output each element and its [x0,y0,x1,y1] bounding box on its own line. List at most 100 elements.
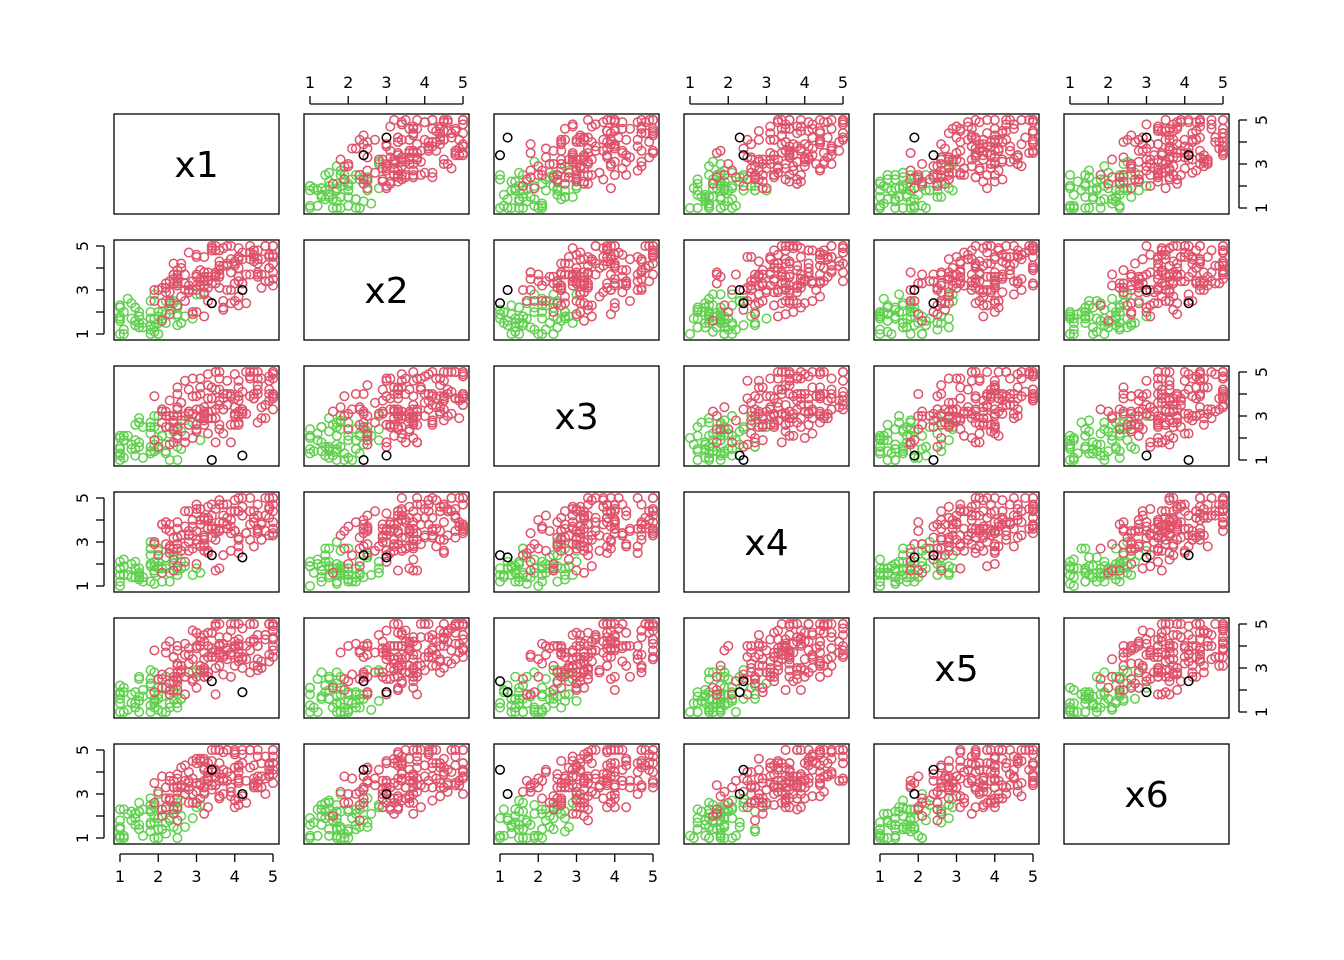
data-point [582,169,594,181]
data-point [179,375,191,386]
panel-frame [493,113,660,215]
data-point [1008,541,1019,552]
data-point [590,145,601,156]
data-point [347,143,358,154]
data-point [423,136,434,148]
data-point [354,134,365,145]
data-point [730,200,741,211]
data-point [514,302,525,313]
data-point [502,284,513,296]
data-point [1183,454,1194,466]
data-point [978,311,989,322]
data-point [556,145,567,156]
data-point [792,174,803,185]
data-point [814,114,826,126]
data-point [814,125,826,137]
data-point [559,123,571,134]
data-point [559,191,571,203]
data-point [498,189,509,200]
data-point [878,293,889,304]
data-point [377,174,388,185]
data-point [1107,269,1118,280]
data-point [784,123,795,134]
data-point [780,174,791,185]
data-point [354,169,365,181]
data-point [137,452,148,463]
data-point [392,565,404,576]
data-point [807,143,818,154]
data-point [552,174,563,185]
data-point [404,123,415,134]
data-point [210,689,221,700]
data-point [917,328,928,340]
data-point [1064,169,1076,181]
data-point [335,647,346,658]
data-point [548,158,559,170]
data-point [776,437,787,448]
data-point [936,506,947,517]
data-point [632,141,643,152]
data-point [1141,375,1152,386]
data-point [494,169,506,181]
data-point [408,165,419,176]
data-point [525,165,536,176]
data-point [502,132,513,143]
data-point [621,150,632,161]
data-point [765,128,776,139]
variable-label: x2 [364,271,408,312]
data-point [997,174,1008,185]
data-point [742,375,753,386]
data-point [598,134,609,145]
data-point [605,114,616,126]
data-point [837,114,849,126]
data-point [1008,289,1019,300]
data-point [936,380,947,391]
data-point [408,554,419,565]
data-point [1217,114,1229,126]
data-point [837,276,849,287]
data-point [1194,492,1206,504]
data-point [358,454,369,466]
data-point [617,287,628,298]
data-point [537,198,548,209]
data-point [837,119,849,130]
data-point [837,134,849,145]
data-point [339,161,350,172]
data-point [494,174,506,185]
data-point [738,320,749,331]
data-point [909,132,920,143]
data-point [1145,249,1156,260]
data-point [765,121,776,132]
data-point [327,178,338,189]
data-point [540,143,551,154]
data-point [304,580,316,592]
data-point [769,300,780,311]
data-point [738,150,749,161]
data-point [784,147,795,159]
data-point [392,176,404,187]
data-point [719,176,730,187]
data-point [688,183,699,194]
data-point [339,391,350,402]
data-point [1152,556,1164,567]
data-point [210,437,221,448]
data-point [590,240,601,252]
data-point [1107,293,1118,304]
data-point [206,454,217,466]
data-point [525,139,536,150]
data-point [400,169,411,181]
data-point [381,163,392,174]
data-point [392,150,404,161]
data-point [396,492,407,504]
data-point [225,437,236,448]
data-point [218,669,229,680]
data-point [525,147,536,159]
data-point [989,558,1000,570]
data-point [738,143,749,154]
variable-label: x1 [174,145,218,186]
data-point [525,191,536,203]
data-point [780,309,791,320]
data-point [905,267,916,278]
data-point [347,174,358,185]
